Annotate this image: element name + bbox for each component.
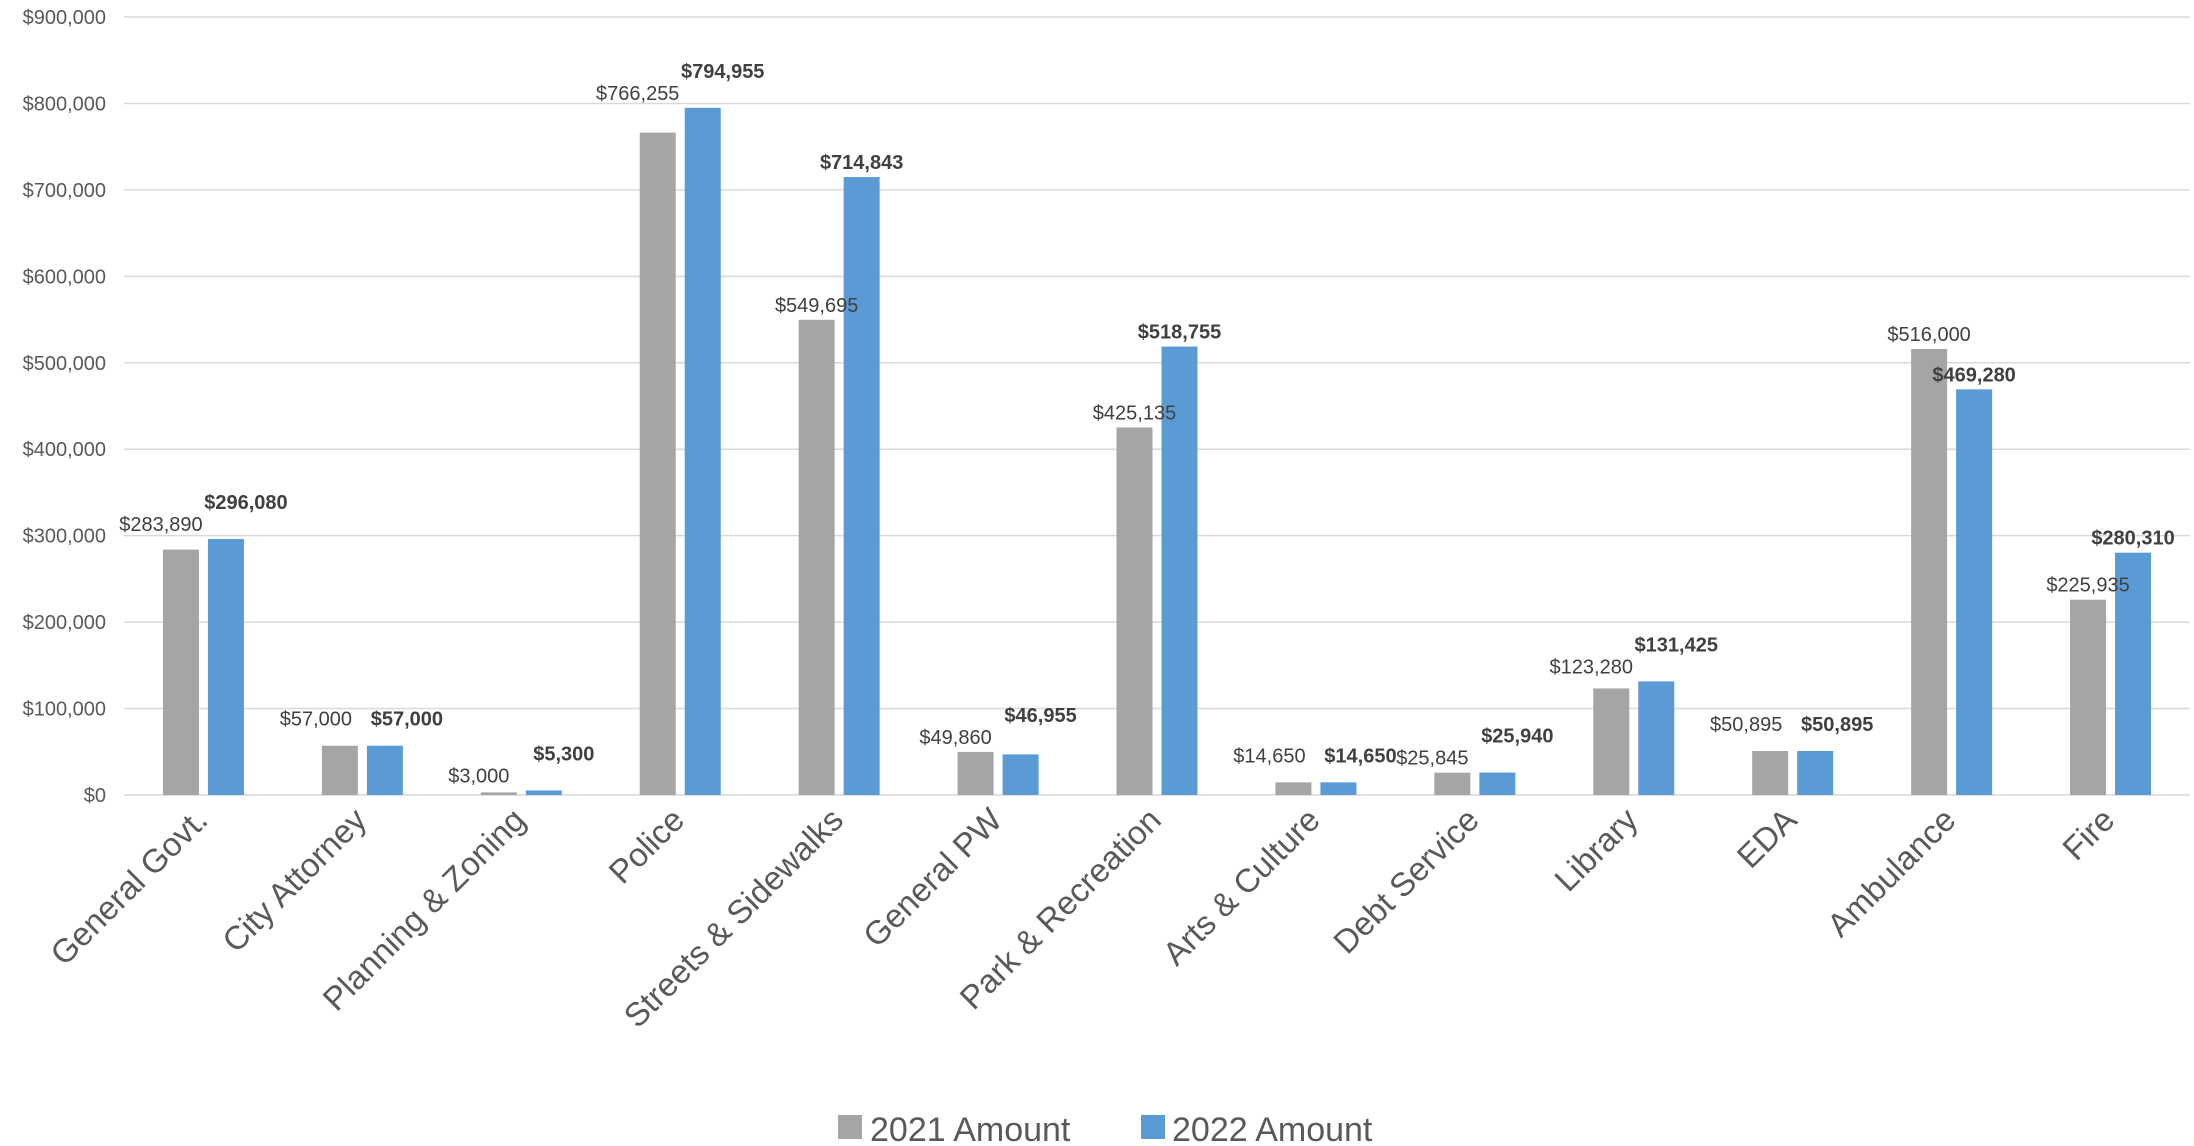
x-tick-label-library: Library	[1547, 800, 1645, 898]
x-tick-label-debt-service: Debt Service	[1326, 801, 1486, 961]
bar-park-recreation-2022-amount	[1161, 346, 1198, 795]
y-tick-label: $500,000	[23, 353, 106, 375]
gridlines	[124, 16, 2190, 796]
data-label-arts-culture-2022-amount: $14,650	[1324, 745, 1396, 767]
bar-eda-2022-amount	[1797, 751, 1834, 795]
x-tick-label-police: Police	[601, 801, 691, 891]
data-label-ambulance-2022-amount: $469,280	[1932, 364, 2015, 386]
bar-fire-2022-amount	[2115, 552, 2152, 795]
bar-general-pw-2021-amount	[957, 751, 994, 795]
legend-swatch-2021	[838, 1115, 862, 1139]
data-labels: $283,890$296,080 $57,000 $57,000 $3,000 $5,3…	[119, 61, 2174, 788]
data-label-fire-2022-amount: $280,310	[2091, 528, 2174, 550]
bar-city-attorney-2022-amount	[366, 745, 403, 795]
y-axis-tick-labels: $0 $100,000 $200,000 $300,000 $400,000 $500,0…	[23, 7, 106, 807]
bar-general-pw-2022-amount	[1002, 754, 1039, 795]
bar-arts-culture-2022-amount	[1320, 782, 1357, 795]
y-tick-label: $0	[84, 785, 106, 807]
data-label-ambulance-2021-amount: $516,000	[1887, 324, 1970, 346]
x-tick-label-general-pw: General PW	[856, 800, 1010, 954]
y-tick-label: $300,000	[23, 526, 106, 548]
data-label-planning-zoning-2022-amount: $5,300	[533, 743, 594, 765]
y-tick-label: $200,000	[23, 612, 106, 634]
bars	[162, 107, 2152, 796]
data-label-general-pw-2021-amount: $49,860	[919, 727, 991, 749]
legend-label-2021: 2021 Amount	[870, 1111, 1071, 1146]
bar-ambulance-2021-amount	[1911, 348, 1948, 795]
data-label-debt-service-2022-amount: $25,940	[1481, 726, 1553, 748]
data-label-planning-zoning-2021-amount: $3,000	[448, 765, 509, 787]
data-label-general-govt-2021-amount: $283,890	[119, 514, 202, 536]
x-tick-label-ambulance: Ambulance	[1820, 801, 1963, 944]
bar-police-2021-amount	[639, 132, 676, 796]
x-tick-label-arts-culture: Arts & Culture	[1155, 801, 1326, 972]
y-tick-label: $800,000	[23, 93, 106, 115]
bar-library-2022-amount	[1638, 681, 1675, 795]
data-label-eda-2021-amount: $50,895	[1710, 714, 1782, 736]
data-label-streets-sidewalks-2022-amount: $714,843	[820, 152, 903, 174]
y-tick-label: $700,000	[23, 180, 106, 202]
bar-general-govt-2021-amount	[162, 549, 199, 795]
x-tick-label-general-govt: General Govt.	[43, 801, 214, 972]
y-tick-label: $100,000	[23, 699, 106, 721]
bar-police-2022-amount	[684, 107, 721, 796]
data-label-library-2021-amount: $123,280	[1550, 656, 1633, 678]
data-label-city-attorney-2022-amount: $57,000	[371, 709, 443, 731]
data-label-general-pw-2022-amount: $46,955	[1004, 705, 1076, 727]
data-label-debt-service-2021-amount: $25,845	[1396, 748, 1468, 770]
bar-debt-service-2021-amount	[1434, 772, 1471, 795]
legend-label-2022: 2022 Amount	[1172, 1111, 1373, 1146]
bar-general-govt-2022-amount	[207, 539, 244, 795]
bar-library-2021-amount	[1593, 688, 1630, 795]
data-label-police-2021-amount: $766,255	[596, 83, 679, 105]
bar-streets-sidewalks-2021-amount	[798, 319, 835, 795]
data-label-park-recreation-2021-amount: $425,135	[1093, 402, 1176, 424]
legend-swatch-2022	[1141, 1115, 1165, 1139]
bar-city-attorney-2021-amount	[321, 745, 358, 795]
data-label-arts-culture-2021-amount: $14,650	[1233, 745, 1305, 767]
data-label-eda-2022-amount: $50,895	[1801, 714, 1873, 736]
data-label-fire-2021-amount: $225,935	[2046, 575, 2129, 597]
bar-arts-culture-2021-amount	[1275, 782, 1312, 795]
data-label-library-2022-amount: $131,425	[1635, 634, 1718, 656]
x-tick-label-fire: Fire	[2055, 801, 2121, 867]
data-label-police-2022-amount: $794,955	[681, 61, 764, 83]
bar-park-recreation-2021-amount	[1116, 427, 1153, 795]
bar-planning-zoning-2021-amount	[480, 792, 517, 795]
bar-streets-sidewalks-2022-amount	[843, 177, 880, 796]
x-tick-label-eda: EDA	[1729, 801, 1803, 875]
data-label-streets-sidewalks-2021-amount: $549,695	[775, 295, 858, 317]
x-tick-label-city-attorney: City Attorney	[215, 800, 374, 959]
y-tick-label: $400,000	[23, 439, 106, 461]
data-label-city-attorney-2021-amount: $57,000	[280, 709, 352, 731]
bar-eda-2021-amount	[1752, 751, 1789, 795]
bar-ambulance-2022-amount	[1956, 389, 1993, 795]
data-label-general-govt-2022-amount: $296,080	[204, 492, 287, 514]
bar-debt-service-2022-amount	[1479, 772, 1516, 795]
bar-planning-zoning-2022-amount	[525, 790, 562, 795]
data-label-park-recreation-2022-amount: $518,755	[1138, 322, 1221, 344]
y-tick-label: $900,000	[23, 7, 106, 29]
y-tick-label: $600,000	[23, 266, 106, 288]
legend: 2021 Amount 2022 Amount	[838, 1111, 1373, 1146]
bar-fire-2021-amount	[2070, 599, 2107, 795]
